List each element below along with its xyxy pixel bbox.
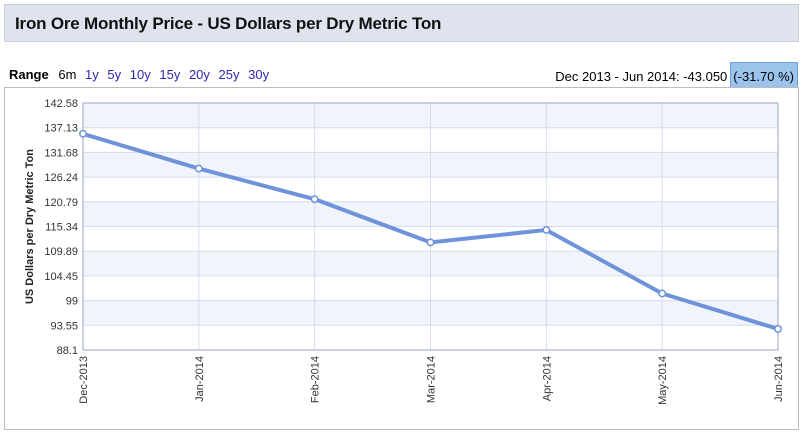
range-option-30y[interactable]: 30y xyxy=(248,67,270,82)
x-tick-label: Jun-2014 xyxy=(773,356,785,402)
plot-border xyxy=(82,102,779,351)
data-point xyxy=(542,225,551,234)
data-point xyxy=(194,164,203,173)
y-tick-label: 99 xyxy=(66,296,78,308)
y-tick-label: 126.24 xyxy=(44,172,78,184)
x-tick-label: Apr-2014 xyxy=(541,356,553,401)
y-tick-label: 131.68 xyxy=(44,147,78,159)
data-point xyxy=(310,195,319,204)
y-tick-label: 109.89 xyxy=(44,246,78,258)
y-tick-label: 104.45 xyxy=(44,271,78,283)
data-point xyxy=(426,238,435,247)
x-tick-label: Dec-2013 xyxy=(78,356,90,404)
y-tick-label: 137.13 xyxy=(44,123,78,135)
line-chart: 88.1 93.55 99 104.45 109.89 115.34 120.79 126.2… xyxy=(24,98,785,405)
y-axis-label: US Dollars per Dry Metric Ton xyxy=(24,149,36,304)
range-option-6m[interactable]: 6m xyxy=(58,67,77,82)
range-option-25y[interactable]: 25y xyxy=(218,67,240,82)
range-option-10y[interactable]: 10y xyxy=(129,67,151,82)
y-tick-label: 93.55 xyxy=(50,320,78,332)
data-point xyxy=(658,289,667,298)
x-tick-label: Jan-2014 xyxy=(194,356,206,402)
range-option-1y[interactable]: 1y xyxy=(85,67,99,82)
y-tick-label: 120.79 xyxy=(44,197,78,209)
range-option-5y[interactable]: 5y xyxy=(107,67,122,82)
range-label: Range xyxy=(9,67,49,82)
page-title: Iron Ore Monthly Price - US Dollars per … xyxy=(15,14,442,33)
title-bar: Iron Ore Monthly Price - US Dollars per … xyxy=(4,4,799,42)
data-point xyxy=(79,129,87,138)
y-tick-label: 88.1 xyxy=(57,345,78,357)
y-tick-label: 115.34 xyxy=(45,222,78,234)
chart-panel: 88.1 93.55 99 104.45 109.89 115.34 120.79 126.2… xyxy=(4,87,799,430)
x-tick-label: May-2014 xyxy=(657,356,669,405)
range-option-15y[interactable]: 15y xyxy=(159,67,181,82)
summary-text: Dec 2013 - Jun 2014: -43.050 xyxy=(555,69,728,84)
data-point xyxy=(774,325,782,333)
range-option-20y[interactable]: 20y xyxy=(188,67,210,82)
range-selector: Range 6m 1y 5y 10y 15y 20y 25y 30y xyxy=(9,67,274,82)
x-tick-label: Mar-2014 xyxy=(426,356,438,403)
x-tick-label: Feb-2014 xyxy=(310,356,322,403)
y-tick-label: 142.58 xyxy=(44,98,78,110)
